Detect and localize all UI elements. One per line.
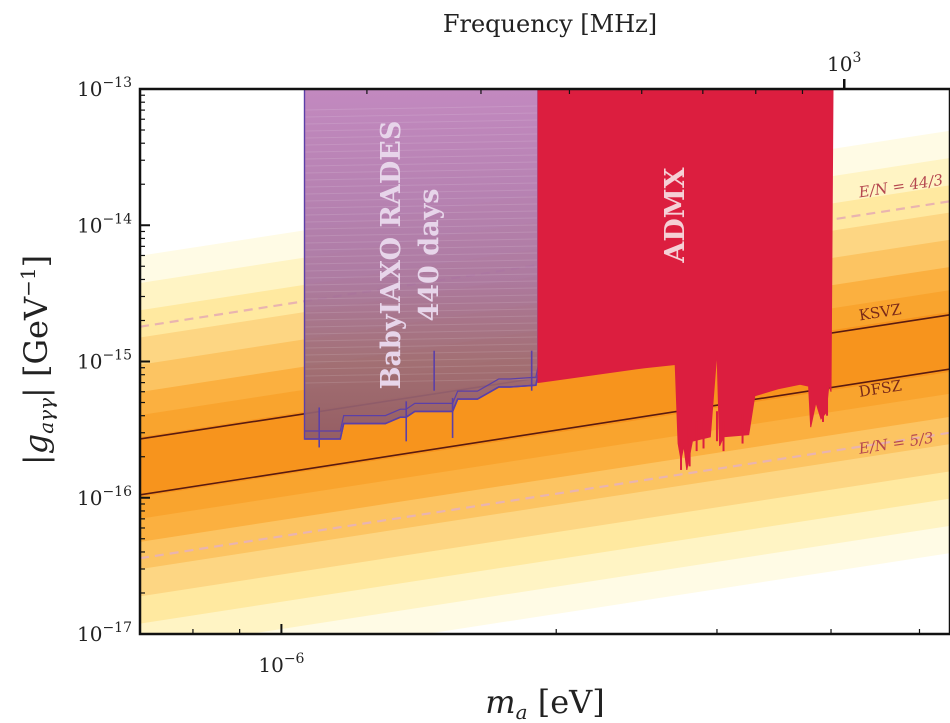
rades-hatch xyxy=(305,154,537,160)
rades-hatch xyxy=(305,350,537,356)
series-label-admx: ADMX xyxy=(660,167,691,263)
y-tick-label: 10−15 xyxy=(77,348,132,374)
rades-hatch xyxy=(305,336,537,342)
y-tick-label-base: 10 xyxy=(77,486,102,510)
rades-hatch xyxy=(305,273,537,279)
exclusion-regions xyxy=(303,89,834,470)
top-tick-labels: 103 xyxy=(827,50,861,76)
y-axis-unit: | [GeV xyxy=(17,296,55,398)
y-tick-label: 10−17 xyxy=(77,620,132,646)
rades-hatch xyxy=(305,329,537,335)
rades-hatch xyxy=(305,252,537,258)
rades-hatch xyxy=(305,161,537,167)
rades-hatch xyxy=(305,280,537,286)
rades-hatch xyxy=(305,210,537,216)
y-tick-label-exp: −15 xyxy=(102,348,132,364)
rades-hatch xyxy=(305,224,537,230)
x-axis-symbol: m xyxy=(485,683,515,721)
series-label-rades-line2: 440 days xyxy=(414,188,445,321)
y-tick-label-base: 10 xyxy=(77,77,102,101)
top-axis-title: Frequency [MHz] xyxy=(443,10,657,38)
rades-hatch xyxy=(305,175,537,181)
y-tick-label: 10−16 xyxy=(77,484,132,510)
rades-hatch xyxy=(305,217,537,223)
rades-hatch xyxy=(305,315,537,321)
rades-hatch xyxy=(305,189,537,195)
x-axis-subscript: a xyxy=(516,700,528,723)
rades-hatch xyxy=(305,231,537,237)
rades-edge xyxy=(304,374,539,440)
y-axis-symbol: |g xyxy=(17,434,55,465)
top-tick-label: 103 xyxy=(827,50,861,76)
ticks xyxy=(139,79,921,635)
top-tick-label-base: 10 xyxy=(827,52,852,76)
y-tick-label-exp: −16 xyxy=(102,484,132,500)
rades-hatch xyxy=(305,343,537,349)
rades-hatch xyxy=(305,238,537,244)
rades-hatch xyxy=(305,140,537,146)
top-tick-label-exp: 3 xyxy=(853,50,862,66)
series-label-rades-line1: BabyIAXO RADES xyxy=(376,121,407,390)
rades-hatch xyxy=(305,364,537,370)
y-axis-unit-close: ] xyxy=(17,255,55,267)
rades-hatch xyxy=(305,168,537,174)
rades-hatch xyxy=(305,308,537,314)
y-axis-unit-exp: −1 xyxy=(16,267,40,296)
x-axis-unit: [eV] xyxy=(528,683,605,721)
rades-hatch xyxy=(305,182,537,188)
rades-hatch xyxy=(305,301,537,307)
y-axis-subscript: aγγ xyxy=(34,398,58,434)
y-axis-title: |gaγγ| [GeV−1] xyxy=(16,255,58,465)
rades-hatch xyxy=(305,266,537,272)
rades-hatch xyxy=(305,259,537,265)
y-tick-label-base: 10 xyxy=(77,213,102,237)
y-tick-label-exp: −13 xyxy=(102,75,132,91)
y-tick-label: 10−14 xyxy=(77,211,132,237)
x-tick-label: 10−6 xyxy=(258,651,304,677)
rades-edge-upper xyxy=(304,366,539,432)
x-axis-title: ma [eV] xyxy=(485,683,604,723)
rades-hatch xyxy=(305,112,537,118)
rades-hatch xyxy=(305,245,537,251)
rades-hatch xyxy=(305,287,537,293)
rades-hatch xyxy=(305,196,537,202)
rades-hatch xyxy=(305,119,537,125)
y-tick-label-base: 10 xyxy=(77,622,102,646)
rades-hatch xyxy=(305,294,537,300)
rades-hatch xyxy=(305,322,537,328)
rades-hatch xyxy=(305,371,537,377)
rades-hatch xyxy=(305,357,537,363)
y-tick-label: 10−13 xyxy=(77,75,132,101)
x-tick-label-base: 10 xyxy=(258,653,283,677)
rades-hatch xyxy=(305,126,537,132)
rades-hatch xyxy=(305,203,537,209)
x-tick-labels: 10−6 xyxy=(258,651,304,677)
y-tick-label-exp: −17 xyxy=(102,620,132,636)
y-tick-label-exp: −14 xyxy=(102,211,132,227)
y-tick-label-base: 10 xyxy=(77,350,102,374)
rades-hatch xyxy=(305,105,537,111)
x-tick-label-exp: −6 xyxy=(284,651,305,667)
rades-hatch xyxy=(305,147,537,153)
benchmark-line xyxy=(140,431,950,560)
rades-hatch xyxy=(305,133,537,139)
